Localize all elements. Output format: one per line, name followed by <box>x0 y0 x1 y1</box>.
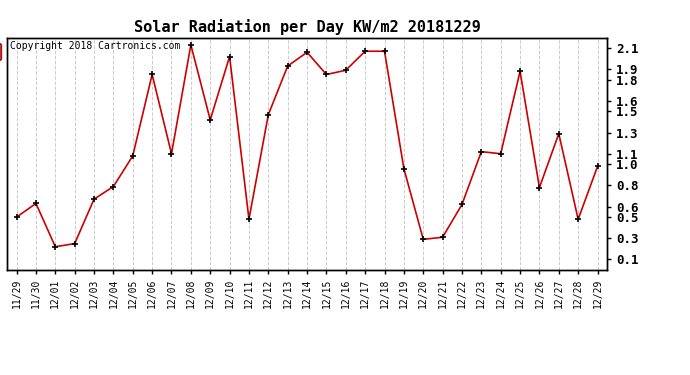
Title: Solar Radiation per Day KW/m2 20181229: Solar Radiation per Day KW/m2 20181229 <box>134 19 480 35</box>
Legend: Radiation  (kW/m2): Radiation (kW/m2) <box>0 43 1 60</box>
Text: Copyright 2018 Cartronics.com: Copyright 2018 Cartronics.com <box>10 41 180 51</box>
